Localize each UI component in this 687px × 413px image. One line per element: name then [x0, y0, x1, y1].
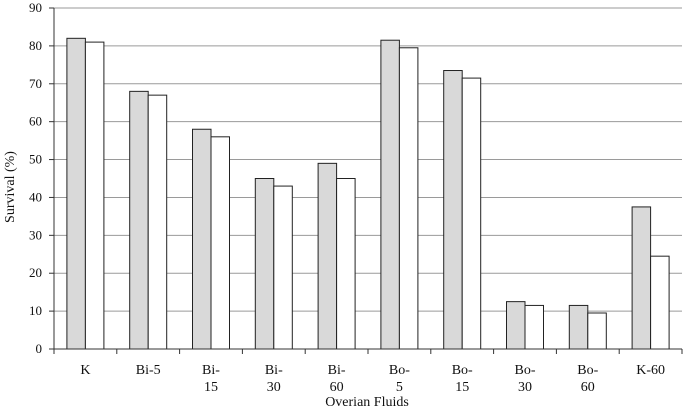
x-category-labels: K Bi-5 Bi- 15 Bi- 30 Bi- 60 Bo- 5 Bo- 15 Bo- 30 Bo- 60 K…: [80, 363, 665, 395]
bar-series-1-0: [66, 37, 86, 350]
bar-series-1-7: [506, 301, 526, 350]
bar-series-2-9: [650, 255, 670, 350]
bar-series-1-4: [317, 162, 338, 350]
x-axis-title: Overian Fluids: [325, 395, 409, 410]
x-category-label: Bo-: [577, 363, 598, 378]
y-tick-label: 80: [29, 38, 42, 53]
y-tick-label: 10: [29, 303, 42, 318]
x-category-label: 30: [518, 380, 532, 395]
bar-series-1-5: [380, 39, 400, 350]
bar-series-2-6: [461, 77, 482, 350]
bar-series-2-5: [398, 47, 419, 350]
bar-series-2-1: [147, 94, 168, 350]
x-category-label: Bi-5: [136, 363, 161, 378]
bar-series-2-0: [84, 41, 105, 350]
bar-series-1-6: [443, 70, 463, 350]
bar-series-1-2: [192, 128, 212, 350]
x-category-label: Bo-: [389, 363, 410, 378]
y-tick-label: 50: [29, 152, 42, 167]
x-category-label: 15: [455, 380, 469, 395]
x-category-label: Bo-: [515, 363, 536, 378]
bar-series-2-3: [273, 185, 293, 350]
y-tick-label: 20: [29, 265, 42, 280]
bar-series-2-8: [587, 312, 607, 350]
y-tick-label: 30: [29, 227, 42, 242]
y-tick-label: 90: [29, 0, 42, 15]
x-category-label: 5: [396, 380, 403, 395]
bar-series-1-1: [129, 90, 149, 350]
y-tick-label: 0: [36, 341, 43, 356]
y-tick-labels: 0 10 20 30 40 50 60 70 80 90: [29, 0, 42, 356]
x-category-label: 30: [267, 380, 281, 395]
x-category-label: K-60: [636, 363, 665, 378]
x-category-label: 60: [581, 380, 595, 395]
x-category-label: 60: [330, 380, 344, 395]
x-category-label: Bo-: [452, 363, 473, 378]
x-category-label: 15: [204, 380, 218, 395]
bar-series-1-3: [254, 178, 275, 350]
bar-series-2-2: [210, 136, 230, 350]
bar-series-2-4: [336, 178, 356, 350]
bar-series-1-9: [631, 206, 652, 350]
x-category-label: Bi-: [265, 363, 283, 378]
y-tick-label: 60: [29, 114, 42, 129]
bar-series-1-8: [568, 304, 589, 350]
x-category-label: K: [80, 363, 90, 378]
x-category-label: Bi-: [328, 363, 346, 378]
y-axis-title: Survival (%): [3, 151, 18, 223]
y-tick-label: 40: [29, 189, 42, 204]
bars: [66, 37, 670, 350]
x-category-label: Bi-: [202, 363, 220, 378]
bar-series-2-7: [524, 304, 544, 350]
y-tick-label: 70: [29, 76, 42, 91]
axes: [49, 7, 683, 354]
